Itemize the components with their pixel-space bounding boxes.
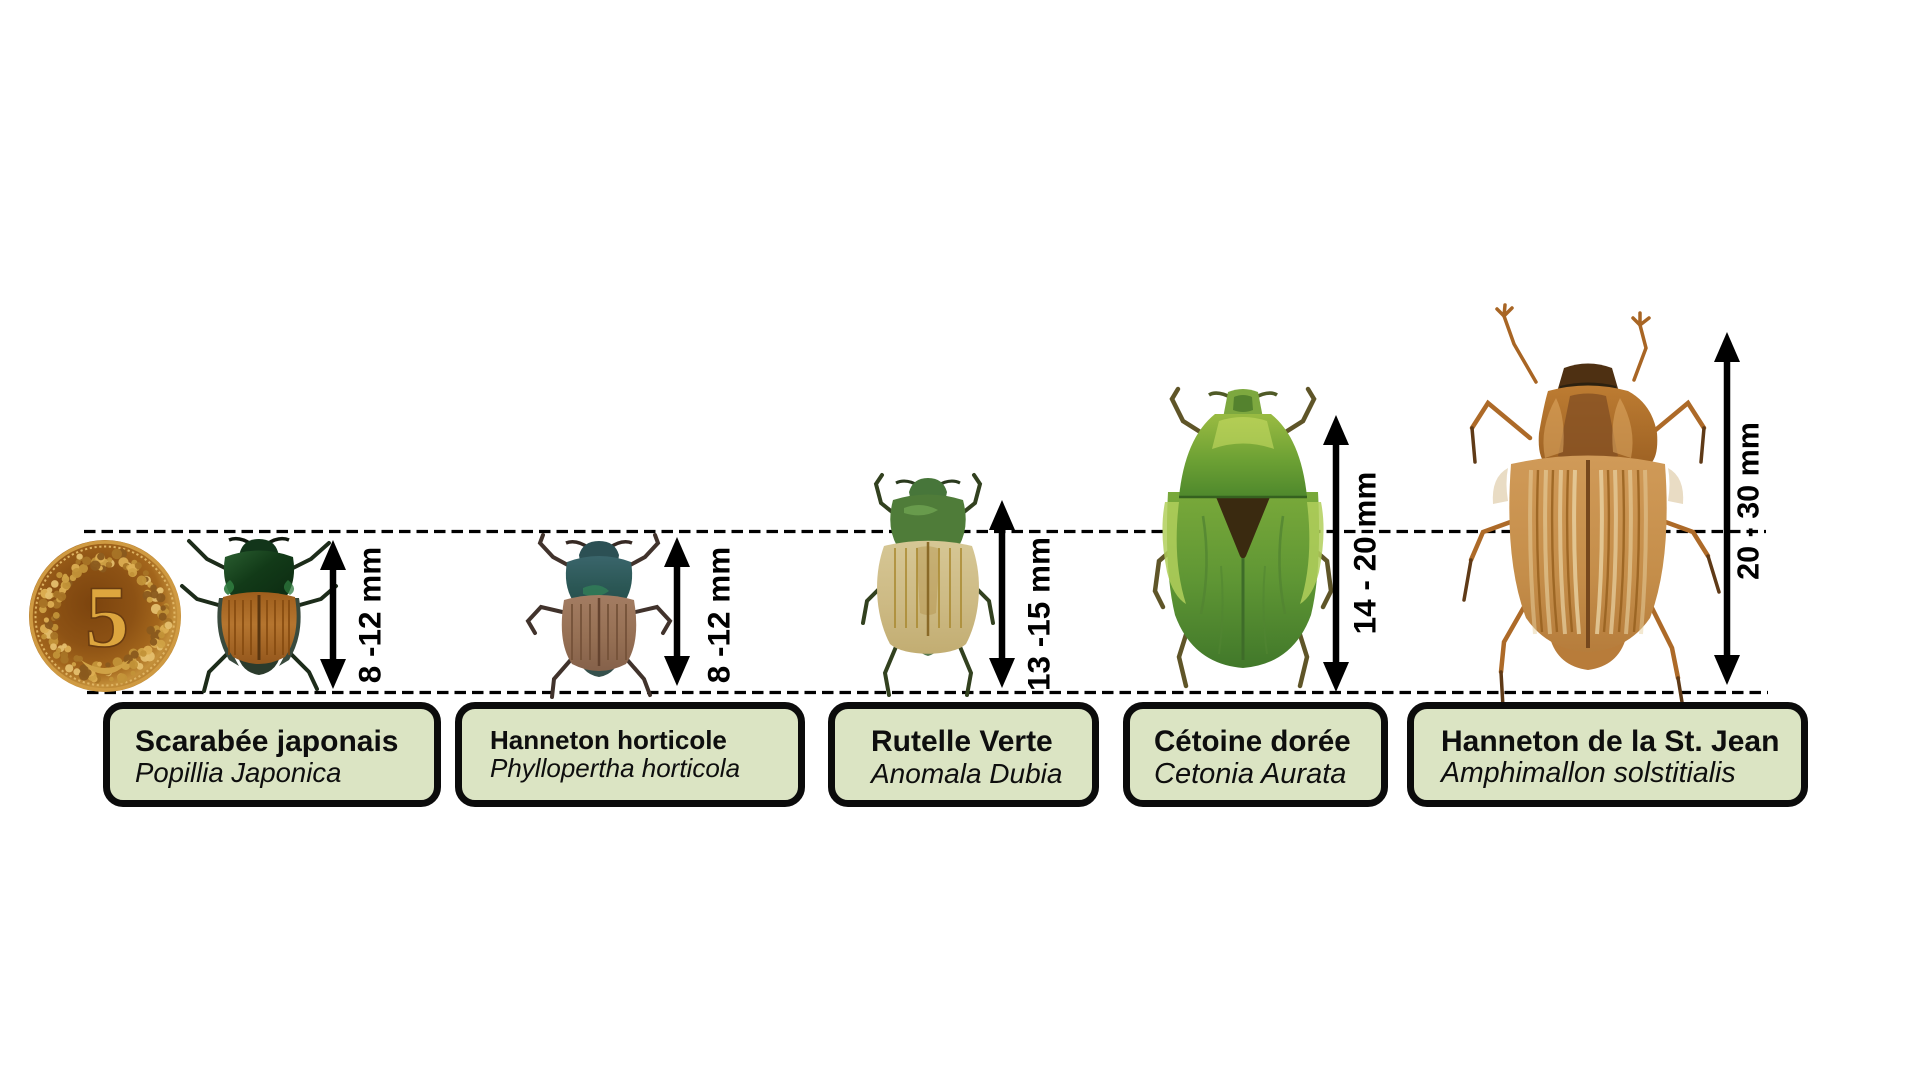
svg-text:5: 5 — [85, 569, 129, 666]
